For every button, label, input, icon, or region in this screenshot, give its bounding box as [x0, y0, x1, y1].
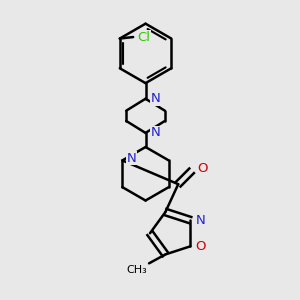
Text: N: N	[151, 92, 160, 105]
Text: N: N	[196, 214, 206, 226]
Text: O: O	[197, 162, 208, 175]
Text: O: O	[196, 240, 206, 253]
Text: CH₃: CH₃	[127, 265, 148, 275]
Text: N: N	[127, 152, 136, 164]
Text: Cl: Cl	[138, 31, 151, 44]
Text: N: N	[151, 126, 160, 140]
